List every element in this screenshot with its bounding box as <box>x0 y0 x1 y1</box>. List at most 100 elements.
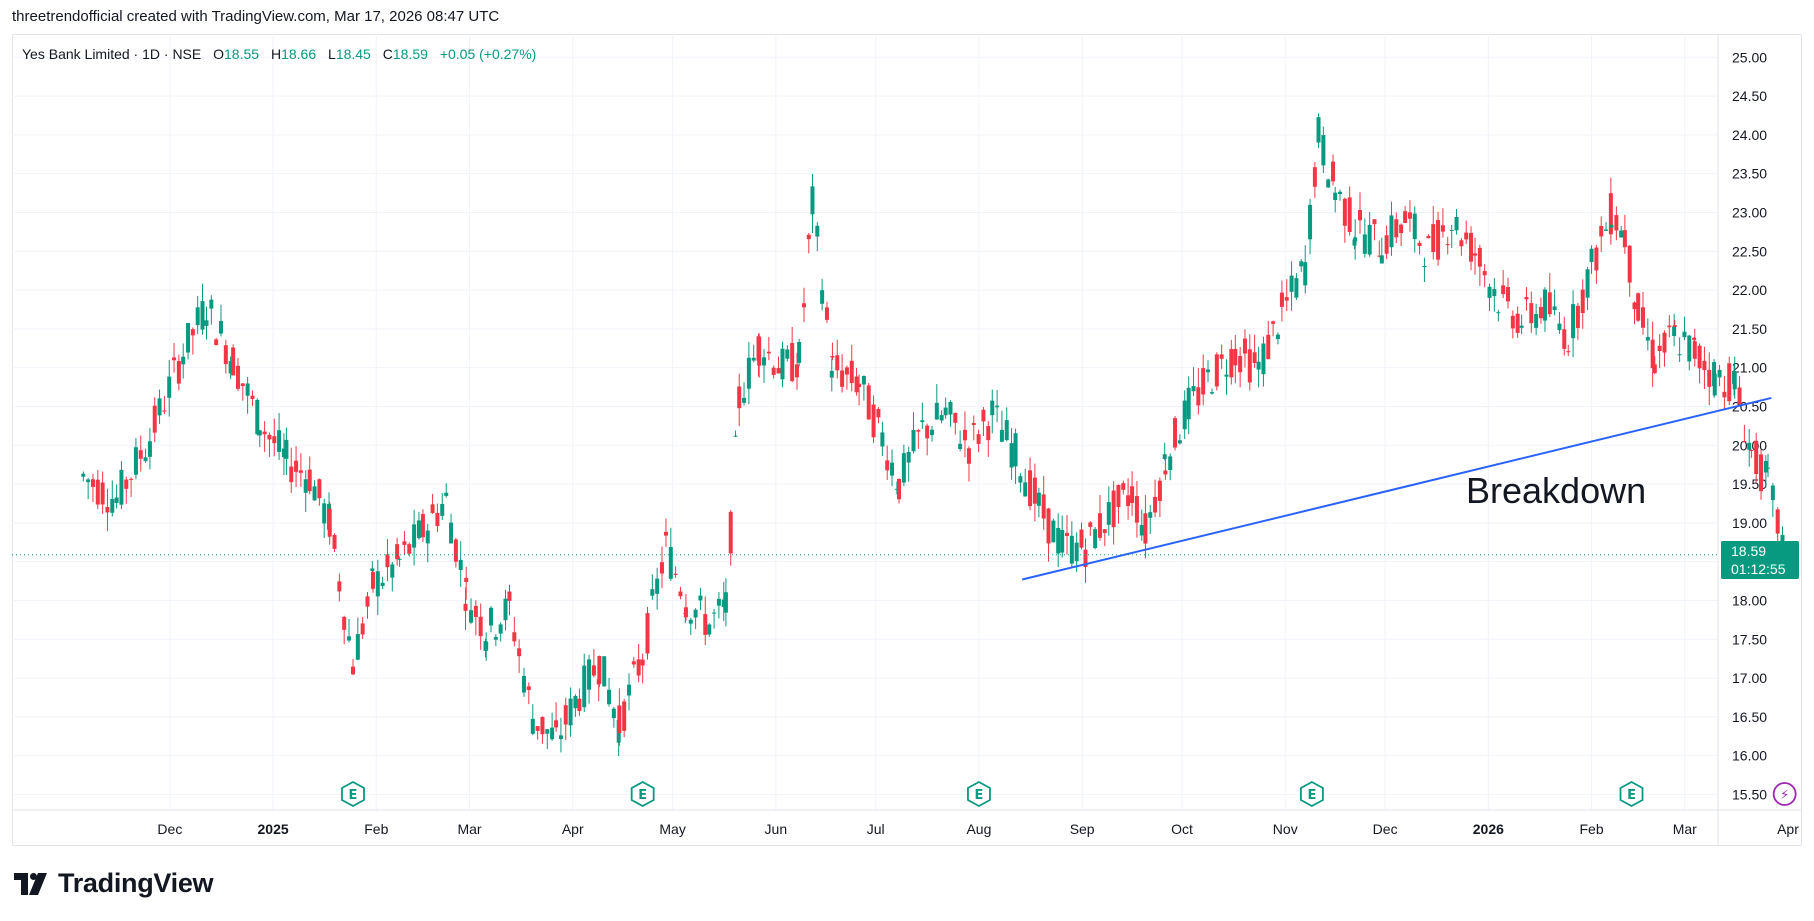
chart-caption: threetrendofficial created with TradingV… <box>12 8 500 25</box>
candle-body <box>703 614 708 635</box>
x-tick-label: Nov <box>1273 821 1298 837</box>
candle-body <box>815 225 820 237</box>
candle-body <box>1210 392 1215 394</box>
x-tick-label: Apr <box>1777 821 1799 837</box>
candle-body <box>1102 529 1107 534</box>
candle-body <box>449 522 454 544</box>
candle-body <box>347 636 352 641</box>
candle-body <box>1379 255 1384 264</box>
earnings-event-icon[interactable]: E <box>341 780 365 808</box>
candle-body <box>1284 297 1289 301</box>
candle-body <box>1575 305 1580 329</box>
candle-body <box>563 705 568 725</box>
tradingview-logo-text: TradingView <box>58 868 214 898</box>
candle-body <box>1636 293 1641 321</box>
candle-body <box>1342 198 1347 226</box>
y-tick-label: 25.00 <box>1732 49 1767 65</box>
candle-body <box>861 376 866 385</box>
candle-body <box>688 619 693 624</box>
candle-body <box>1143 513 1148 544</box>
candle-body <box>1672 325 1677 327</box>
candle-body <box>901 453 906 483</box>
candle-body <box>1219 354 1224 359</box>
candle-body <box>1749 449 1754 451</box>
candle-body <box>1004 420 1009 441</box>
x-tick-label: Oct <box>1171 821 1193 837</box>
candle-body <box>1065 532 1070 536</box>
candle-body <box>806 234 811 240</box>
candle-body <box>1130 486 1135 504</box>
candle-body <box>317 479 322 499</box>
candle-body <box>766 351 771 354</box>
candle-body <box>375 571 380 597</box>
event-label: E <box>638 788 647 803</box>
earnings-event-icon[interactable]: E <box>1299 780 1324 808</box>
candle-body <box>1153 496 1158 513</box>
y-tick-label: 21.50 <box>1732 321 1767 337</box>
candle-body <box>1763 460 1768 473</box>
candle-body <box>231 347 236 376</box>
earnings-event-icon[interactable]: E <box>630 780 655 808</box>
candle-body <box>1557 323 1562 331</box>
candle-body <box>1727 363 1732 402</box>
candle-body <box>830 356 835 358</box>
candle-body <box>218 321 223 334</box>
candle-body <box>1619 230 1624 238</box>
candle-body <box>698 595 703 601</box>
dividend-event-icon[interactable]: ⚡ <box>1772 782 1797 806</box>
open-value: 18.55 <box>224 46 260 62</box>
candle-body <box>420 514 425 538</box>
symbol-title[interactable]: Yes Bank Limited · 1D · NSE <box>22 46 202 62</box>
candle-body <box>521 675 526 693</box>
candle-body <box>407 544 412 554</box>
candle-body <box>1566 351 1571 353</box>
candle-body <box>1206 369 1211 373</box>
candle-body <box>631 661 636 665</box>
candle-body <box>507 591 512 601</box>
open-label: O <box>213 46 225 62</box>
candle-body <box>327 508 332 537</box>
x-tick-label: Jun <box>765 821 788 837</box>
candle-body <box>934 402 939 420</box>
candle-body <box>721 599 726 608</box>
candle-body <box>728 511 733 554</box>
candle-body <box>1326 179 1331 188</box>
earnings-event-icon[interactable]: E <box>967 780 991 808</box>
y-tick-label: 22.50 <box>1732 243 1767 259</box>
last-price-value: 18.59 <box>1731 543 1767 559</box>
candle-body <box>332 534 337 549</box>
candle-body <box>1168 456 1173 471</box>
candle-body <box>636 659 641 676</box>
candle-body <box>1677 354 1682 356</box>
candle-body <box>1599 225 1604 237</box>
candle-body <box>365 596 370 607</box>
earnings-event-icon[interactable]: E <box>1619 780 1644 808</box>
candle-body <box>1552 306 1557 311</box>
candle-body <box>1377 255 1382 257</box>
candle-body <box>1060 529 1065 553</box>
tradingview-logo[interactable]: TradingView <box>14 868 214 899</box>
candle-body <box>1608 193 1613 235</box>
ohlc-legend: Yes Bank Limited · 1D · NSE O18.55 H18.6… <box>22 46 536 62</box>
candle-body <box>1440 225 1445 232</box>
candle-body <box>880 432 885 447</box>
support-trendline <box>1021 396 1772 581</box>
candle-body <box>1163 470 1168 475</box>
candle-body <box>617 705 622 734</box>
candle-body <box>707 624 712 635</box>
candles-group <box>81 113 1785 757</box>
x-tick-label: Dec <box>1373 821 1398 837</box>
candle-body <box>785 349 790 359</box>
earnings-hexagon <box>1619 780 1644 808</box>
candle-body <box>673 573 678 575</box>
candle-body <box>1013 433 1018 467</box>
candle-body <box>1233 348 1238 366</box>
candle-body <box>342 616 347 630</box>
candle-body <box>1242 338 1247 354</box>
breakdown-annotation[interactable]: Breakdown <box>1466 470 1647 511</box>
candle-body <box>1353 237 1358 242</box>
candle-body <box>1157 480 1162 501</box>
candle-body <box>597 655 602 684</box>
candle-body <box>162 410 167 412</box>
